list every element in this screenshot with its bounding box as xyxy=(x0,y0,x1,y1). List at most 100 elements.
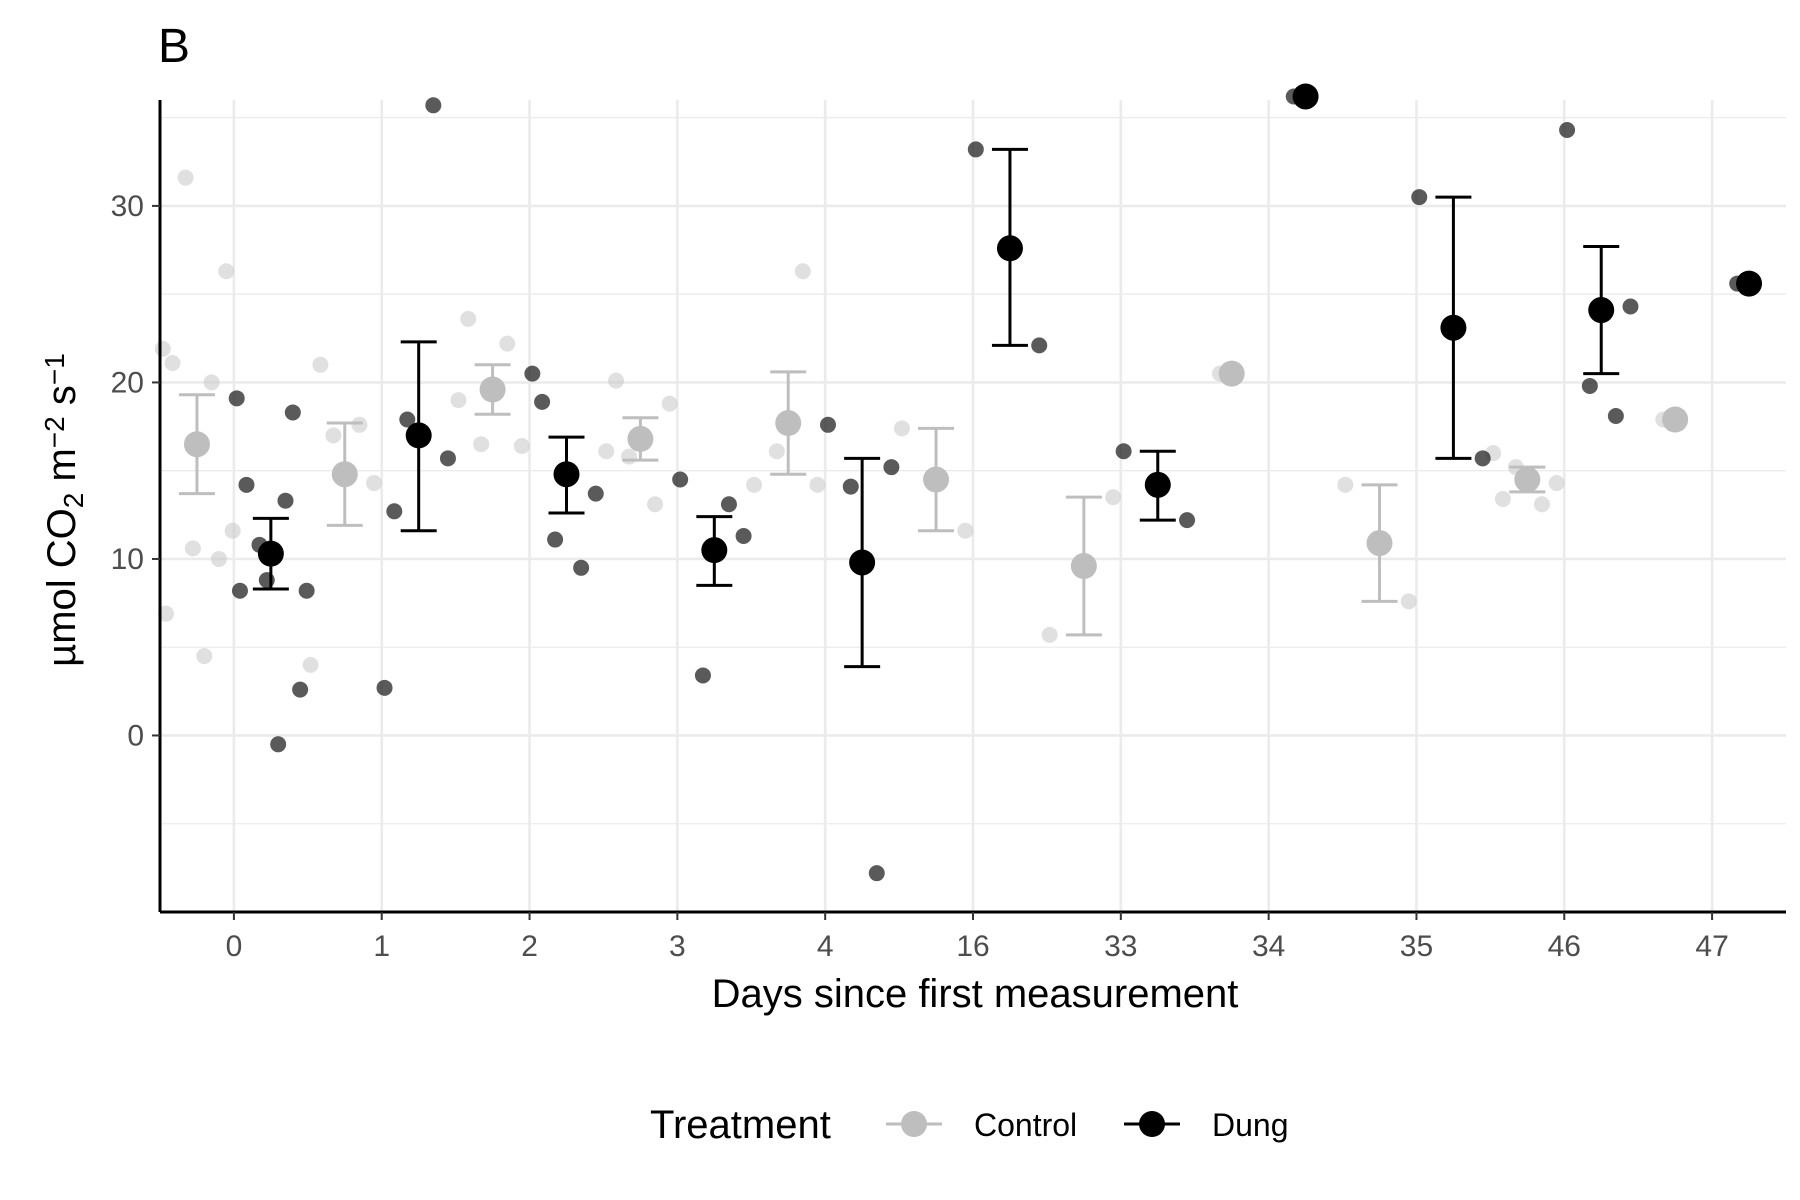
mean-point xyxy=(183,431,210,458)
x-tick-label: 4 xyxy=(817,930,834,963)
mean-point xyxy=(1144,471,1171,498)
data-point xyxy=(661,395,678,412)
mean-point xyxy=(996,235,1023,262)
data-point xyxy=(473,436,490,453)
mean-point xyxy=(1440,314,1467,341)
data-point xyxy=(224,522,241,539)
data-point xyxy=(218,263,235,280)
data-point xyxy=(284,404,301,421)
data-point xyxy=(1622,298,1639,315)
mean-point xyxy=(1070,553,1097,580)
data-point xyxy=(184,540,201,557)
x-axis-title: Days since first measurement xyxy=(712,972,1239,1016)
mean-point xyxy=(1218,360,1245,387)
plot-marks xyxy=(154,83,1763,882)
data-point xyxy=(270,736,287,753)
mean-point xyxy=(405,422,432,449)
data-point xyxy=(277,492,294,509)
data-point xyxy=(298,582,315,599)
x-tick-label: 46 xyxy=(1548,930,1581,963)
series-dung xyxy=(228,83,1763,882)
data-point xyxy=(228,390,245,407)
x-tick-label: 34 xyxy=(1252,930,1285,963)
data-point xyxy=(158,605,175,622)
y-axis-title-part: m xyxy=(40,448,84,492)
data-point xyxy=(439,450,456,467)
x-tick-label: 33 xyxy=(1104,930,1137,963)
x-tick-label: 3 xyxy=(669,930,686,963)
data-point xyxy=(794,263,811,280)
mean-point xyxy=(849,549,876,576)
data-point xyxy=(366,475,383,492)
data-point xyxy=(164,355,181,372)
data-point xyxy=(621,448,638,465)
data-point xyxy=(302,656,319,673)
data-point xyxy=(386,503,403,520)
data-point xyxy=(425,97,442,114)
data-point xyxy=(154,340,171,357)
data-point xyxy=(768,443,785,460)
data-point xyxy=(883,459,900,476)
x-tick-label: 16 xyxy=(956,930,989,963)
data-point xyxy=(513,437,530,454)
y-axis-title-part: s xyxy=(40,385,84,416)
data-point xyxy=(1041,626,1058,643)
data-point xyxy=(893,420,910,437)
data-point xyxy=(735,528,752,545)
legend-key-point xyxy=(901,1111,927,1137)
series-control xyxy=(154,169,1689,673)
data-point xyxy=(534,393,551,410)
data-point xyxy=(1031,337,1048,354)
data-point xyxy=(573,559,590,576)
y-axis-title-part: −2 xyxy=(39,416,70,448)
mean-point xyxy=(553,461,580,488)
data-point xyxy=(376,679,393,696)
data-point xyxy=(238,476,255,493)
data-point xyxy=(809,476,826,493)
data-point xyxy=(524,365,541,382)
data-point xyxy=(460,310,477,327)
data-point xyxy=(598,443,615,460)
data-point xyxy=(842,478,859,495)
data-point xyxy=(547,531,564,548)
data-point xyxy=(694,667,711,684)
data-point xyxy=(720,496,737,513)
data-point xyxy=(1400,593,1417,610)
x-tick-label: 35 xyxy=(1400,930,1433,963)
data-point xyxy=(292,681,309,698)
y-axis-title-part: 2 xyxy=(58,493,89,509)
plot-grid xyxy=(160,100,1786,914)
data-point xyxy=(1411,189,1428,206)
data-point xyxy=(399,411,416,428)
data-point xyxy=(1179,512,1196,529)
mean-point xyxy=(701,537,728,564)
legend-label-dung: Dung xyxy=(1212,1107,1289,1143)
y-tick-label: 30 xyxy=(111,190,144,223)
data-point xyxy=(196,648,213,665)
data-point xyxy=(177,169,194,186)
data-point xyxy=(868,865,885,882)
data-point xyxy=(957,522,974,539)
data-point xyxy=(1337,476,1354,493)
y-axis-title-part: −1 xyxy=(39,353,70,385)
mean-point xyxy=(1736,270,1763,297)
data-point xyxy=(450,392,467,409)
mean-point xyxy=(1292,83,1319,110)
data-point xyxy=(203,374,220,391)
data-point xyxy=(1115,443,1132,460)
data-point xyxy=(312,356,329,373)
data-point xyxy=(1105,489,1122,506)
x-tick-label: 0 xyxy=(226,930,243,963)
data-point xyxy=(1559,122,1576,139)
legend: Treatment Control Dung xyxy=(650,1103,1289,1147)
data-point xyxy=(351,416,368,433)
y-axis-title: µmol CO2 m−2 s−1 xyxy=(39,353,89,667)
data-point xyxy=(231,582,248,599)
panel-tag: B xyxy=(158,20,190,73)
data-point xyxy=(608,372,625,389)
y-tick-label: 0 xyxy=(127,719,144,752)
y-axis-title-part: µmol CO xyxy=(40,508,84,667)
data-point xyxy=(325,427,342,444)
